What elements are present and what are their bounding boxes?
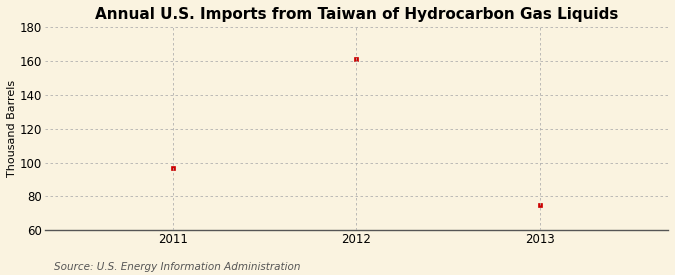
Y-axis label: Thousand Barrels: Thousand Barrels — [7, 80, 17, 177]
Text: Source: U.S. Energy Information Administration: Source: U.S. Energy Information Administ… — [54, 262, 300, 272]
Title: Annual U.S. Imports from Taiwan of Hydrocarbon Gas Liquids: Annual U.S. Imports from Taiwan of Hydro… — [95, 7, 618, 22]
